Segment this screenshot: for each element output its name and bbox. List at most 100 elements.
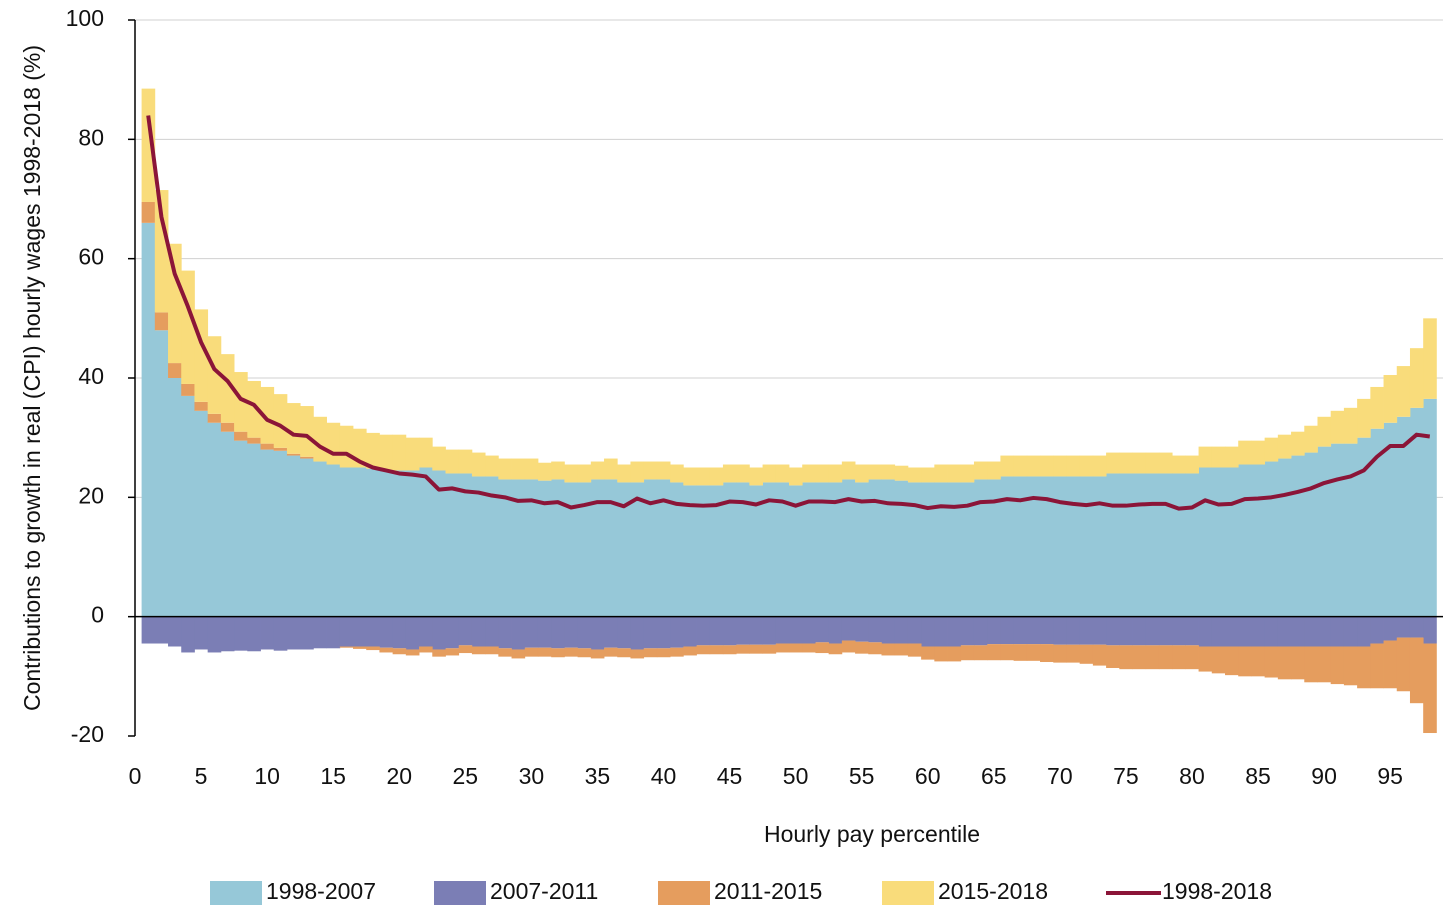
- bar: [894, 643, 909, 656]
- bar: [1304, 616, 1318, 647]
- bar: [1251, 440, 1266, 465]
- legend-swatch: [210, 881, 262, 905]
- bar: [604, 479, 618, 617]
- legend-label: 2015-2018: [938, 878, 1048, 904]
- x-tick-label: 35: [585, 763, 611, 789]
- bar: [1119, 645, 1133, 670]
- bar: [1053, 644, 1067, 663]
- bar: [762, 482, 777, 617]
- bar: [445, 616, 460, 649]
- bar: [1119, 473, 1133, 617]
- bar: [1317, 446, 1332, 617]
- bar: [855, 482, 869, 617]
- bar: [577, 648, 592, 658]
- bar: [1066, 616, 1081, 645]
- bar: [828, 464, 843, 483]
- bar: [1198, 616, 1213, 647]
- y-tick-label: 20: [78, 482, 104, 508]
- bar: [1158, 473, 1173, 617]
- bar: [656, 616, 671, 649]
- bar: [1132, 473, 1147, 617]
- bar: [141, 88, 156, 202]
- bar: [1370, 386, 1384, 429]
- x-tick-label: 75: [1113, 763, 1139, 789]
- bar: [551, 461, 565, 480]
- bar: [1396, 366, 1411, 417]
- bar: [1304, 452, 1318, 617]
- bar: [339, 616, 354, 647]
- bar: [1291, 616, 1305, 647]
- bar: [564, 616, 579, 648]
- bar: [1092, 476, 1107, 617]
- bar: [432, 616, 446, 650]
- bar: [432, 446, 446, 471]
- bar: [828, 616, 843, 644]
- bar: [458, 473, 473, 617]
- bar: [1198, 446, 1213, 468]
- bar: [154, 330, 169, 617]
- bar: [511, 649, 526, 659]
- bar: [405, 649, 420, 656]
- bar: [392, 470, 407, 617]
- bar: [1409, 637, 1424, 704]
- bar: [802, 482, 816, 617]
- bar: [670, 647, 684, 657]
- bar: [286, 616, 301, 650]
- bar: [934, 482, 948, 617]
- bar: [260, 616, 275, 650]
- bar: [498, 458, 512, 480]
- bar: [1013, 455, 1028, 477]
- bar: [1145, 473, 1160, 617]
- bar: [881, 643, 896, 656]
- bar: [1000, 644, 1015, 661]
- bar: [590, 479, 605, 617]
- bar: [630, 616, 645, 650]
- bar: [617, 464, 631, 483]
- bar: [1106, 473, 1120, 617]
- bar: [286, 403, 301, 454]
- bar: [1238, 440, 1252, 465]
- bar: [736, 644, 750, 654]
- bar: [907, 616, 922, 644]
- bar: [577, 464, 592, 483]
- bar: [815, 482, 830, 617]
- line: [146, 115, 1431, 511]
- bar: [1343, 443, 1358, 617]
- bar: [894, 616, 909, 644]
- bar: [683, 467, 697, 486]
- bar: [1211, 646, 1226, 674]
- bar: [1066, 644, 1081, 663]
- bar: [921, 616, 935, 647]
- bar: [1158, 616, 1173, 646]
- bar: [273, 450, 288, 617]
- bar: [207, 616, 222, 653]
- bar: [683, 616, 697, 647]
- bar: [471, 476, 486, 617]
- bar: [1053, 616, 1067, 645]
- bar: [1225, 446, 1239, 468]
- bar: [353, 646, 367, 649]
- bar: [736, 616, 750, 645]
- bar: [194, 616, 209, 650]
- bar: [471, 646, 486, 655]
- legend-swatch: [882, 881, 934, 905]
- bar: [1343, 616, 1358, 647]
- bar: [1383, 375, 1398, 423]
- bar: [1040, 644, 1054, 663]
- bar: [670, 464, 684, 483]
- y-axis-label: Contributions to growth in real (CPI) ho…: [19, 45, 45, 711]
- bar: [181, 616, 195, 653]
- bar: [643, 648, 658, 658]
- bar: [141, 201, 156, 223]
- legend-label: 1998-2018: [1162, 878, 1272, 904]
- bar: [775, 616, 790, 644]
- bar: [234, 431, 248, 441]
- bar: [1225, 616, 1239, 647]
- bar: [1304, 425, 1318, 453]
- bar: [247, 443, 261, 617]
- bar: [379, 434, 394, 471]
- bar: [696, 616, 711, 646]
- bar: [841, 616, 856, 641]
- bar: [789, 485, 803, 617]
- bar: [392, 648, 407, 655]
